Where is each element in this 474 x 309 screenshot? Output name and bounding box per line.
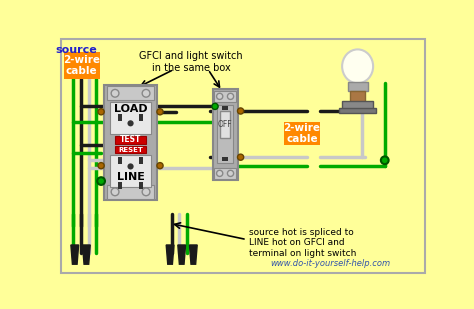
Circle shape — [98, 109, 104, 115]
Circle shape — [142, 89, 150, 97]
Polygon shape — [71, 245, 79, 264]
Circle shape — [228, 93, 234, 99]
Circle shape — [217, 93, 223, 99]
Text: LINE: LINE — [117, 172, 145, 182]
Bar — [342, 101, 373, 109]
Polygon shape — [166, 245, 174, 264]
Bar — [64, 53, 100, 79]
Bar — [213, 89, 237, 180]
Text: 2-wire
cable: 2-wire cable — [283, 123, 320, 144]
Bar — [118, 182, 122, 189]
Text: 2-wire
cable: 2-wire cable — [63, 55, 100, 76]
Bar — [339, 108, 376, 112]
Text: LOAD: LOAD — [114, 104, 147, 114]
Circle shape — [128, 120, 134, 126]
Circle shape — [128, 163, 134, 170]
Circle shape — [98, 163, 104, 169]
Circle shape — [111, 188, 119, 196]
Bar — [222, 157, 228, 161]
Circle shape — [228, 170, 234, 176]
Bar — [139, 157, 143, 164]
Bar — [107, 185, 154, 199]
Circle shape — [111, 89, 119, 97]
Text: RESET: RESET — [118, 146, 143, 153]
Polygon shape — [190, 245, 197, 264]
Bar — [110, 155, 151, 187]
Bar — [139, 182, 143, 189]
Circle shape — [97, 177, 105, 185]
Bar — [118, 114, 122, 121]
Text: TEST: TEST — [120, 135, 141, 144]
Bar — [214, 168, 236, 179]
Text: GFCI and light switch
in the same box: GFCI and light switch in the same box — [139, 51, 243, 73]
Bar — [350, 91, 365, 102]
Bar — [222, 106, 228, 110]
Circle shape — [381, 156, 389, 164]
Text: www.do-it-yourself-help.com: www.do-it-yourself-help.com — [271, 259, 391, 268]
Circle shape — [237, 154, 244, 160]
Bar — [110, 102, 151, 134]
Circle shape — [212, 103, 218, 109]
Text: source hot is spliced to
LINE hot on GFCI and
terminal on light switch: source hot is spliced to LINE hot on GFC… — [249, 228, 356, 258]
Bar — [218, 105, 233, 163]
Polygon shape — [82, 245, 90, 264]
Bar — [347, 82, 368, 91]
Circle shape — [217, 170, 223, 176]
Bar — [107, 86, 154, 100]
Circle shape — [142, 188, 150, 196]
Ellipse shape — [342, 49, 373, 83]
Bar — [220, 111, 230, 138]
Bar — [118, 157, 122, 164]
Bar — [115, 146, 146, 153]
Text: source: source — [55, 45, 97, 55]
Circle shape — [237, 108, 244, 114]
Bar — [284, 122, 319, 145]
Bar — [115, 136, 146, 144]
Polygon shape — [178, 245, 186, 264]
Circle shape — [157, 163, 163, 169]
Bar — [104, 85, 157, 200]
Bar — [139, 114, 143, 121]
Bar — [214, 91, 236, 102]
Text: OFF: OFF — [218, 121, 232, 129]
Circle shape — [157, 109, 163, 115]
